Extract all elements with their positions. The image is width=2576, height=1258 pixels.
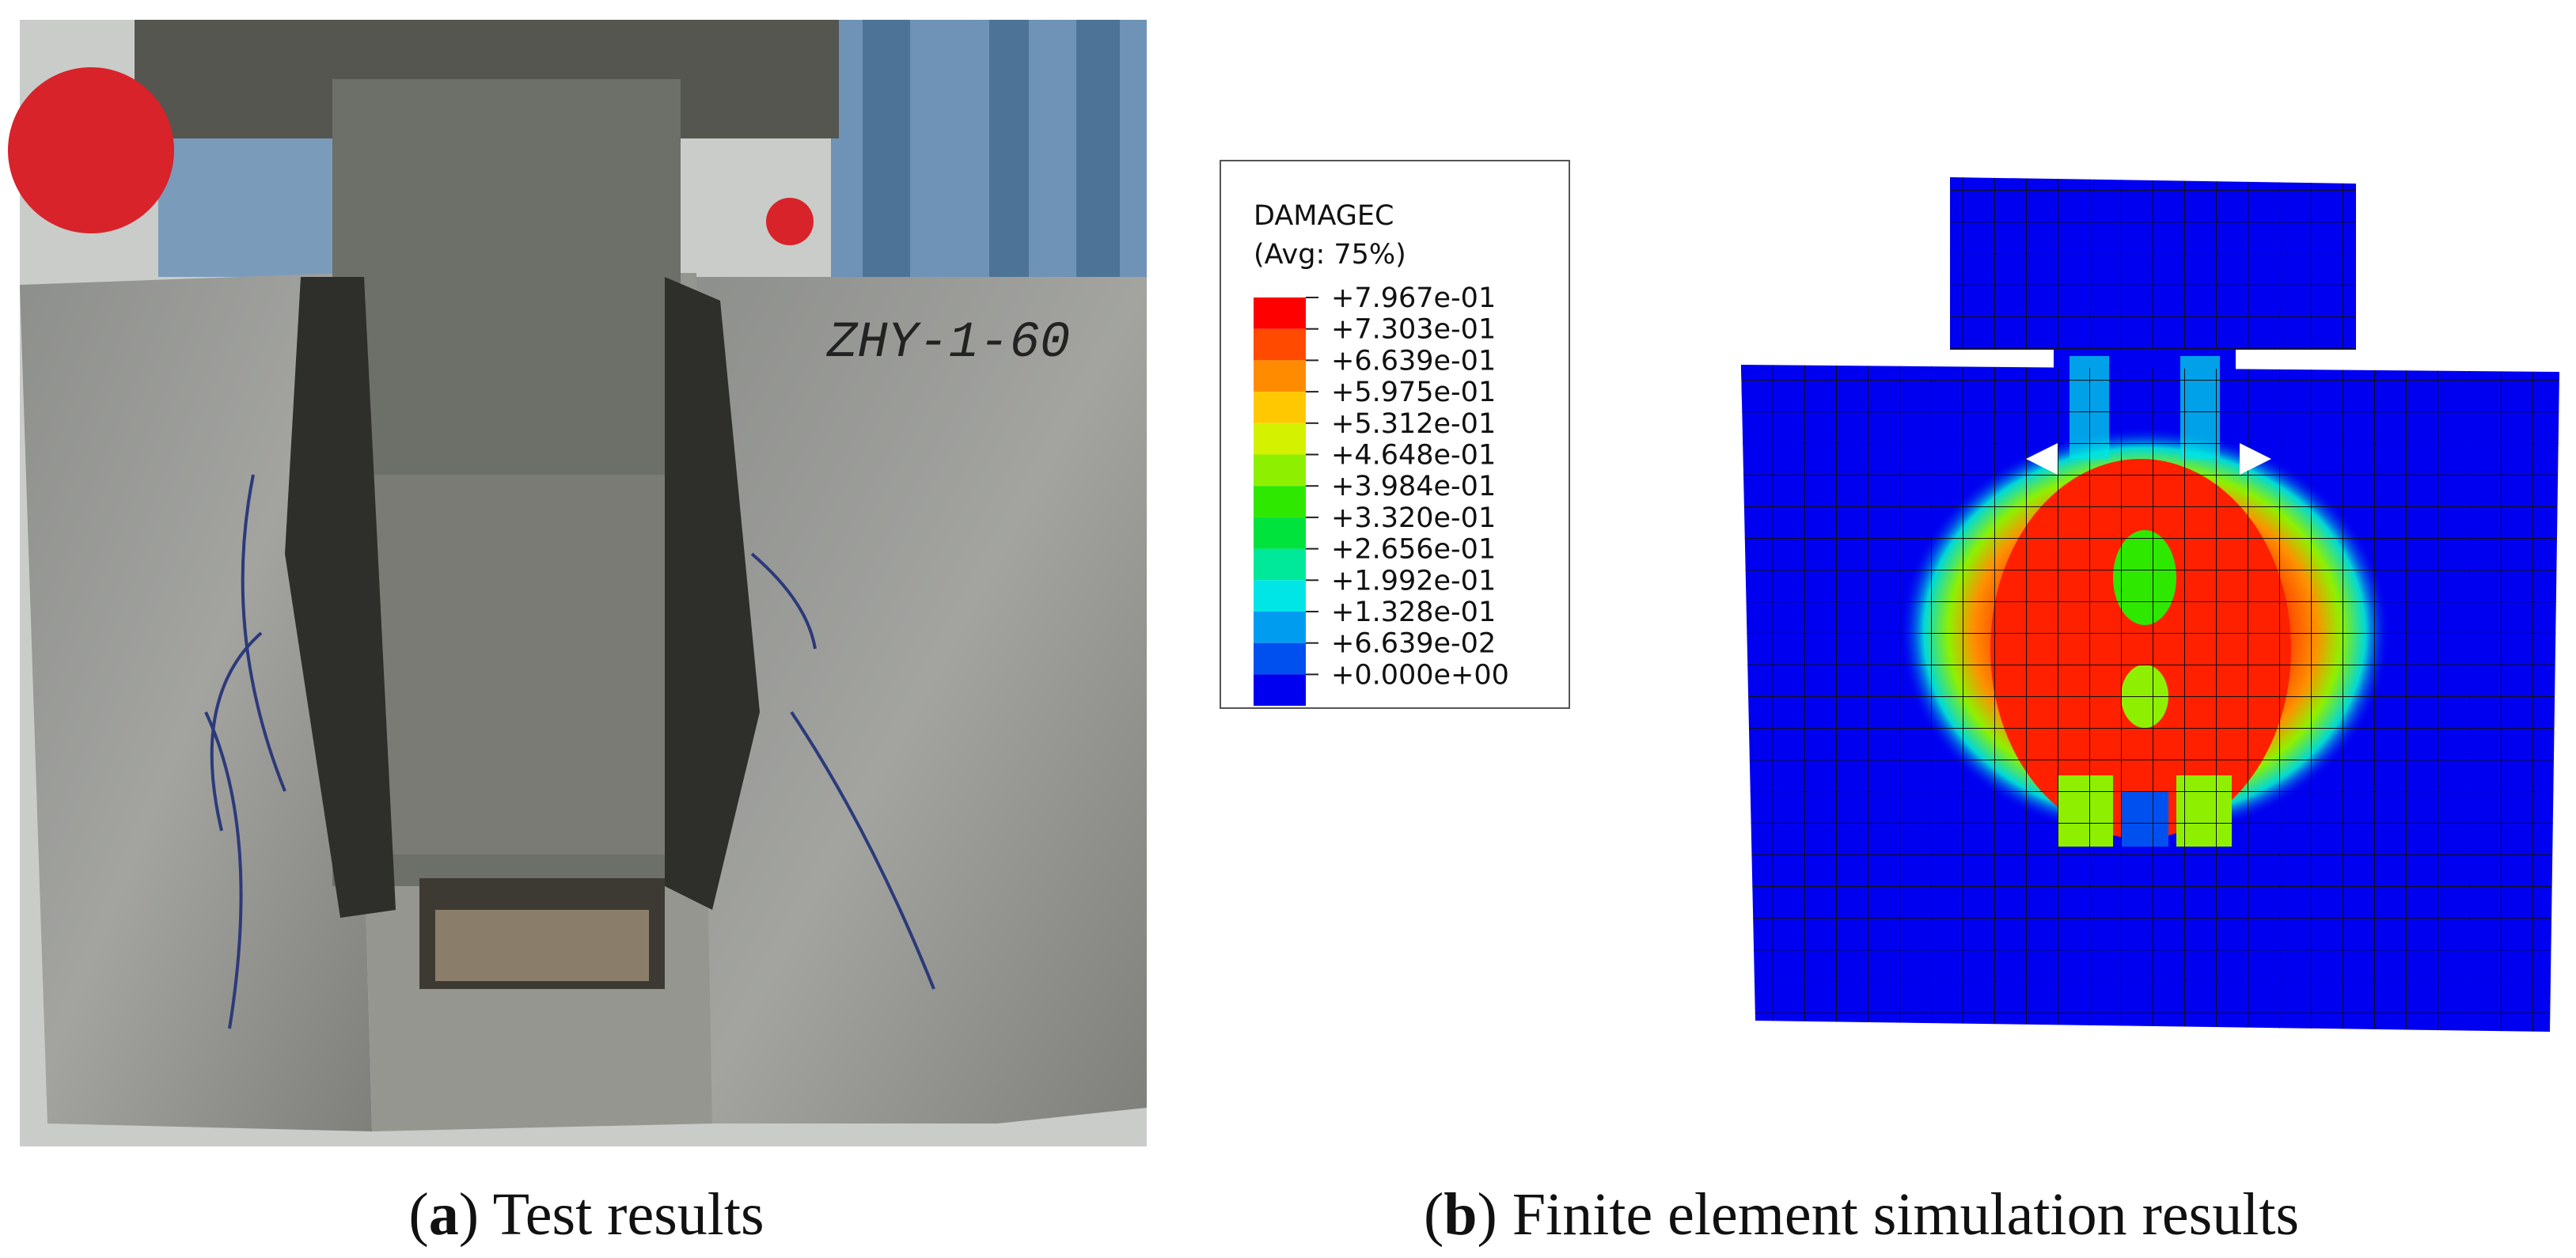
test-photo: ZHY-1-60 xyxy=(8,20,1147,1146)
legend-swatch xyxy=(1254,422,1306,455)
legend-value: +7.967e-01 xyxy=(1331,282,1496,314)
legend-swatch xyxy=(1254,392,1306,423)
legend-swatch xyxy=(1254,360,1306,392)
legend-swatch xyxy=(1254,580,1306,612)
caption-open: ( xyxy=(1424,1181,1444,1248)
legend-swatch xyxy=(1254,642,1306,675)
legend-value: +6.639e-02 xyxy=(1331,628,1496,660)
legend-subtitle: (Avg: 75%) xyxy=(1254,239,1406,271)
legend-title: DAMAGEC xyxy=(1254,200,1394,232)
caption-text: ) Finite element simulation results xyxy=(1478,1181,2300,1248)
caption-letter: a xyxy=(429,1181,459,1248)
fe-model xyxy=(1741,177,2559,1032)
legend-value: +4.648e-01 xyxy=(1331,440,1496,472)
caption-open: ( xyxy=(408,1181,428,1248)
legend-swatch xyxy=(1254,517,1306,549)
specimen-label: ZHY-1-60 xyxy=(826,315,1070,372)
legend-value: +1.328e-01 xyxy=(1331,597,1496,628)
legend-value: +1.992e-01 xyxy=(1331,565,1496,597)
legend-swatch xyxy=(1254,548,1306,581)
caption-a: (a) Test results xyxy=(408,1181,764,1248)
legend: DAMAGEC (Avg: 75%) +7.967e-01+7.303e-01+… xyxy=(1220,160,1570,709)
caption-letter: b xyxy=(1444,1181,1477,1248)
legend-swatch xyxy=(1254,674,1306,707)
legend-swatch xyxy=(1254,328,1306,361)
legend-value: +3.320e-01 xyxy=(1331,502,1496,534)
legend-value: +2.656e-01 xyxy=(1331,534,1496,566)
legend-value: +5.975e-01 xyxy=(1331,377,1496,408)
legend-value: +0.000e+00 xyxy=(1331,659,1509,691)
legend-swatch xyxy=(1254,612,1306,643)
legend-swatch xyxy=(1254,297,1306,329)
legend-swatch xyxy=(1254,486,1306,517)
legend-value: +6.639e-01 xyxy=(1331,345,1496,377)
legend-swatch xyxy=(1254,454,1306,487)
legend-value: +5.312e-01 xyxy=(1331,408,1496,440)
caption-text: ) Test results xyxy=(459,1181,764,1248)
caption-b: (b) Finite element simulation results xyxy=(1424,1181,2299,1248)
legend-value: +7.303e-01 xyxy=(1331,314,1496,346)
legend-value: +3.984e-01 xyxy=(1331,471,1496,502)
